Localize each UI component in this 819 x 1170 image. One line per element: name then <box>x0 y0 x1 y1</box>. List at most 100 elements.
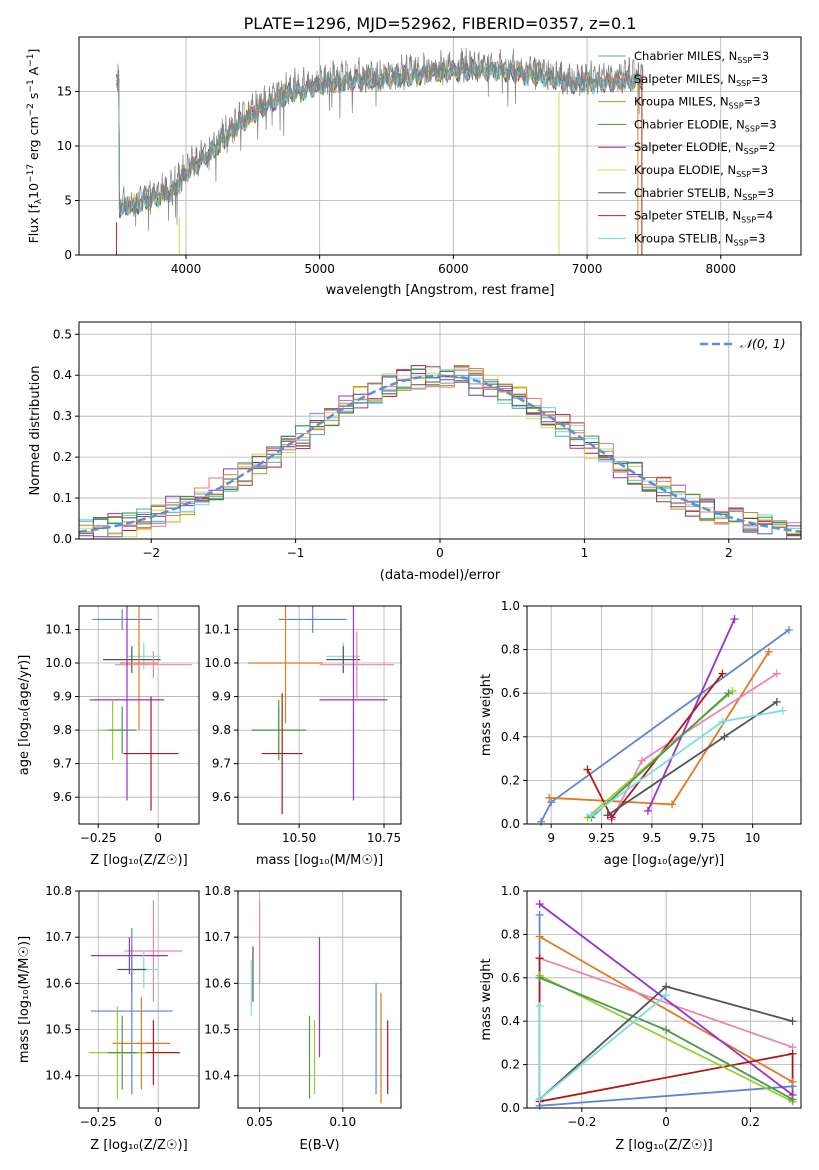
x-tick-label: 0.2 <box>741 1115 760 1129</box>
chart-title: PLATE=1296, MJD=52962, FIBERID=0357, z=0… <box>244 14 637 33</box>
series-line-violet <box>539 903 794 1096</box>
x-tick-label: 9.75 <box>689 831 716 845</box>
axes-frame <box>78 890 200 1109</box>
y-tick-label: 9.9 <box>212 690 231 704</box>
y-tick-label: 0 <box>64 248 72 262</box>
x-axis-label: mass [log₁₀(M/M☉)] <box>256 853 383 868</box>
legend-entry: Chabrier ELODIE, NSSP=3 <box>634 117 777 133</box>
panel-6 <box>79 890 199 1108</box>
normal-curve <box>79 374 801 534</box>
y-tick-label: 1.0 <box>501 599 520 613</box>
legend-tail: =3 <box>751 163 768 177</box>
y-tick-label: 10.1 <box>204 622 231 636</box>
y-tick-label: 0.0 <box>501 1101 520 1115</box>
series-line-cyan <box>538 994 667 1102</box>
y-tick-label: 0.3 <box>53 409 72 423</box>
x-axis-label: Z [log₁₀(Z/Z☉)] <box>615 1138 712 1153</box>
x-tick-label: 7000 <box>572 262 603 276</box>
y-tick-label: 0.5 <box>53 327 72 341</box>
errbar-group <box>89 606 192 811</box>
y-tick-label: 0.2 <box>53 450 72 464</box>
series-line-cyan <box>590 709 784 817</box>
legend-entry: Kroupa ELODIE, NSSP=3 <box>634 163 768 179</box>
histogram-group <box>79 365 801 539</box>
y-tick-label: 9.7 <box>212 757 231 771</box>
legend-sub: SSP <box>744 147 759 156</box>
y-tick-label: 9.7 <box>53 757 72 771</box>
legend-tail: =3 <box>757 186 774 200</box>
histogram-salpeter_miles <box>79 368 801 534</box>
x-tick-label: −2 <box>142 546 160 560</box>
y-tick-label: 10 <box>57 139 72 153</box>
legend-tail: =4 <box>756 209 773 223</box>
y-tick-label: 10.5 <box>45 1023 72 1037</box>
y-tick-label: 10.6 <box>45 976 72 990</box>
y-tick-label: 10.5 <box>204 1023 231 1037</box>
legend-sub: SSP <box>742 193 757 202</box>
y-tick-label: 0.8 <box>501 643 520 657</box>
legend-entry: Chabrier MILES, NSSP=3 <box>634 49 769 65</box>
legend-entry: Salpeter STELIB, NSSP=4 <box>634 209 773 225</box>
spectrum-lines <box>115 47 644 255</box>
x-tick-label: 10.50 <box>282 831 316 845</box>
y-tick-label: 0.1 <box>53 491 72 505</box>
y-tick-label: 0.6 <box>501 686 520 700</box>
axes-frame <box>78 36 802 256</box>
y-tick-label: 10.6 <box>204 976 231 990</box>
y-axis-label: Normed distribution <box>28 366 43 496</box>
legend-tail: =3 <box>744 95 761 109</box>
panel-4 <box>238 606 401 824</box>
x-tick-label: −0.25 <box>80 1115 117 1129</box>
legend-sub: SSP <box>741 216 756 225</box>
y-tick-label: 9.6 <box>212 790 231 804</box>
legend-tail: =2 <box>759 140 776 154</box>
y-tick-label: 0.6 <box>501 971 520 985</box>
legend-tail: =3 <box>760 117 777 131</box>
x-tick-label: 0.05 <box>246 1115 273 1129</box>
x-axis-label: E(B-V) <box>299 1138 339 1153</box>
y-tick-label: 9.8 <box>212 723 231 737</box>
x-tick-label: −0.2 <box>567 1115 596 1129</box>
x-axis-label: wavelength [Angstrom, rest frame] <box>326 283 555 298</box>
x-tick-label: 0 <box>154 1115 162 1129</box>
x-tick-label: 10 <box>745 831 760 845</box>
x-tick-label: 10.75 <box>367 831 401 845</box>
series-line-lime <box>539 974 794 1103</box>
y-tick-label: 0.2 <box>501 1058 520 1072</box>
series-line-gray <box>607 701 778 817</box>
y-tick-label: 0.4 <box>501 1014 520 1028</box>
legend-sub: SSP <box>745 124 760 133</box>
legend-entry: Chabrier STELIB, NSSP=3 <box>634 186 774 202</box>
axes-frame <box>526 605 802 825</box>
legend-sub: SSP <box>736 79 751 88</box>
x-tick-label: 9 <box>547 831 555 845</box>
y-tick-label: 1.0 <box>501 884 520 898</box>
errbar-group <box>248 606 395 814</box>
errbar-group <box>250 900 389 1104</box>
axes-frame <box>237 890 402 1109</box>
y-tick-label: 0.4 <box>501 730 520 744</box>
x-axis-label: Z [log₁₀(Z/Z☉)] <box>90 1138 187 1153</box>
y-tick-label: 10.7 <box>204 930 231 944</box>
legend-entry: Salpeter MILES, NSSP=3 <box>634 72 768 88</box>
legend-sub: SSP <box>737 56 752 65</box>
legend-sub: SSP <box>736 170 751 179</box>
series-line-green <box>590 692 730 819</box>
y-axis-label: Flux [fλ10−17 erg cm−2 s−1 A−1] <box>26 49 44 244</box>
y-tick-label: 10.1 <box>45 622 72 636</box>
y-tick-label: 10.8 <box>204 884 231 898</box>
errbar-group <box>88 900 183 1099</box>
x-axis-label: Z [log₁₀(Z/Z☉)] <box>90 853 187 868</box>
legend-sub: SSP <box>734 238 749 247</box>
x-tick-label: −0.25 <box>80 831 117 845</box>
legend-entry: 𝒩(0, 1) <box>740 336 786 351</box>
y-tick-label: 0.4 <box>53 368 72 382</box>
axes-frame <box>237 605 402 825</box>
y-tick-label: 10.0 <box>204 656 231 670</box>
y-tick-label: 10.4 <box>45 1069 72 1083</box>
legend-entry: Kroupa MILES, NSSP=3 <box>634 95 760 111</box>
x-tick-label: 5000 <box>304 262 335 276</box>
data-spectrum-line <box>116 47 644 232</box>
y-tick-label: 10.0 <box>45 656 72 670</box>
